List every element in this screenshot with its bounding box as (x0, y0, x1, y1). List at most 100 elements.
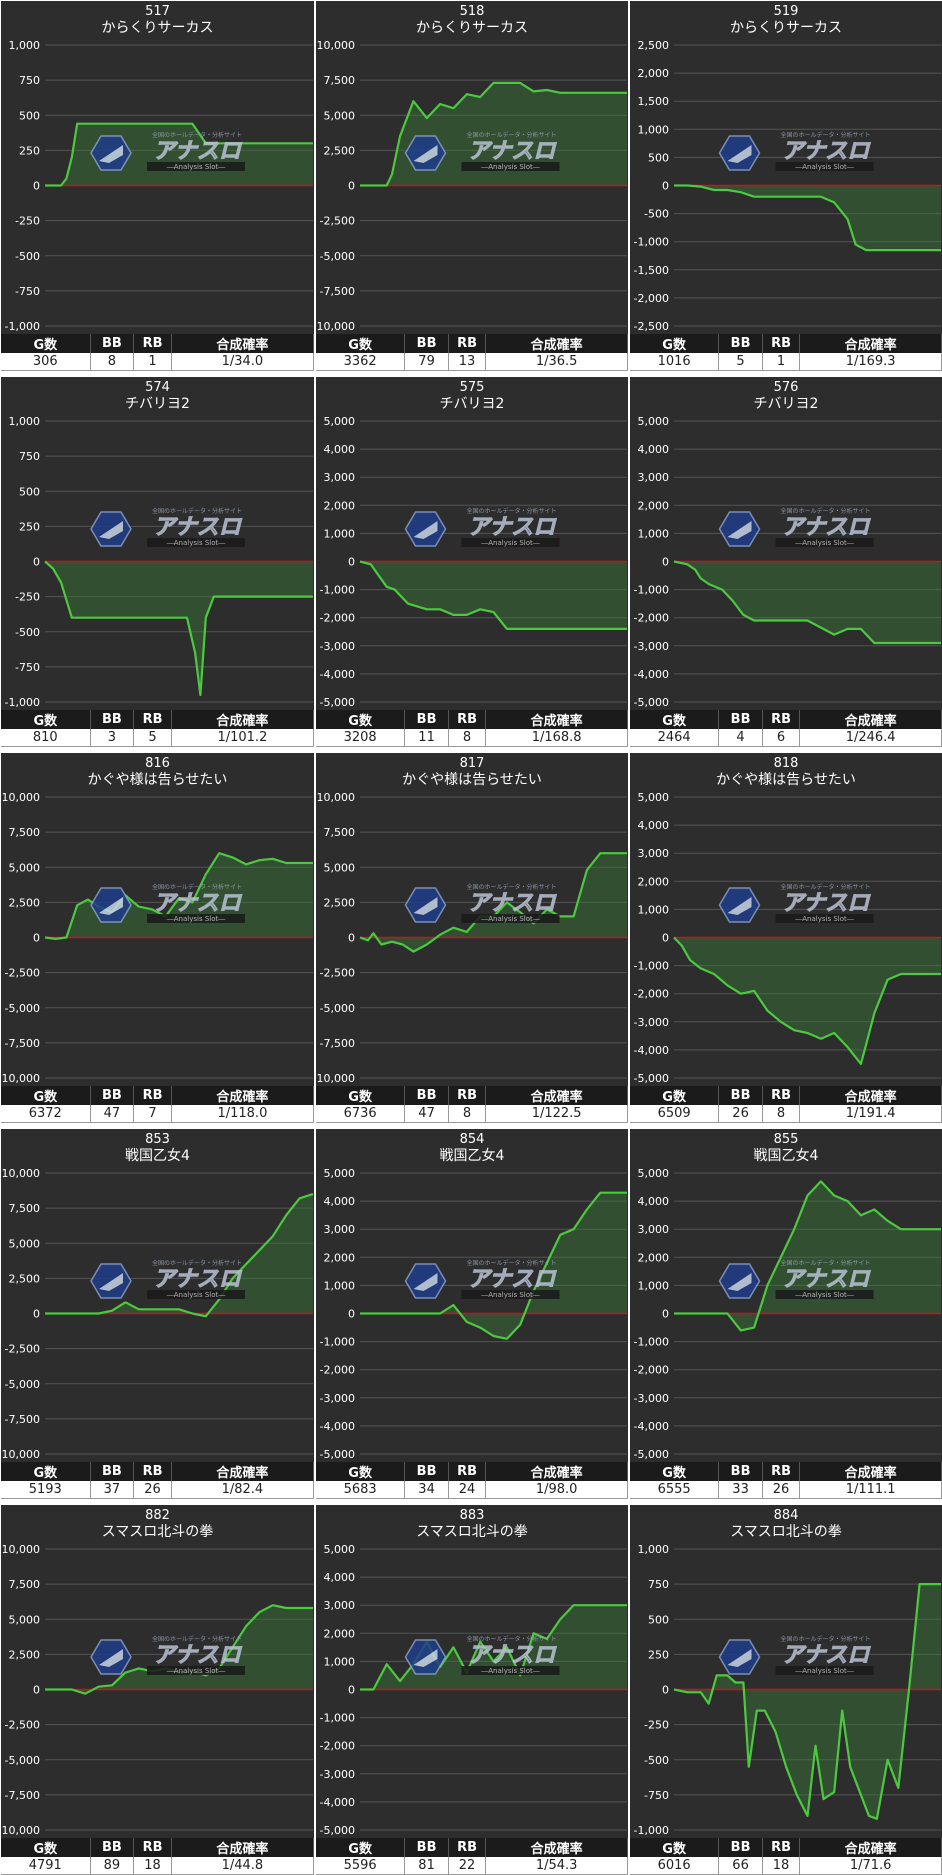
stats-header: G数 (630, 710, 720, 729)
watermark-main: アナスロ (153, 515, 243, 540)
stats-value: 5193 (1, 1481, 91, 1499)
y-tick-label: -4,000 (320, 1796, 355, 1809)
chart-panel: 10,000 7,500 5,000 2,500 0 -2,500 -5,000 -7,500… (1, 1505, 314, 1875)
area-chart: 5,000 4,000 3,000 2,000 1,000 0 -1,000 -2,000 -3… (634, 1167, 941, 1461)
stats-header: 合成確率 (485, 710, 628, 729)
y-tick-label: 0 (348, 932, 355, 945)
series-line (360, 1604, 627, 1691)
y-tick-label: -7,500 (320, 1037, 355, 1050)
area-fill (45, 561, 313, 695)
stats-value: 79 (404, 353, 449, 371)
stats-value: 47 (90, 1105, 135, 1123)
stats-table: G数 BB RB 合成確率 306 8 1 1/34.0 (1, 334, 314, 371)
stats-header: RB (133, 1838, 172, 1857)
series-line (674, 184, 941, 252)
stats-value: 1/44.8 (171, 1857, 314, 1875)
stats-value: 66 (718, 1857, 763, 1875)
watermark-sub: ―Analysis Slot― (795, 1291, 853, 1299)
y-tick-label: 1,000 (9, 39, 41, 52)
stats-value: 6016 (630, 1857, 720, 1875)
watermark-main: アナスロ (782, 1643, 872, 1668)
area-fill (674, 561, 941, 643)
y-tick-label: -2,000 (634, 612, 669, 625)
chart-panel: 5,000 4,000 3,000 2,000 1,000 0 -1,000 -2,000 -3… (316, 1505, 628, 1875)
y-tick-label: -2,500 (5, 967, 40, 980)
y-tick-label: 0 (348, 1684, 355, 1697)
y-tick-label: 1,000 (638, 903, 670, 916)
stats-header: G数 (316, 334, 406, 353)
watermark-tagline: 全国のホールデータ・分析サイト (466, 1259, 556, 1267)
y-tick-label: 1,000 (638, 1543, 670, 1556)
chart-panel: 5,000 4,000 3,000 2,000 1,000 0 -1,000 -2,000 -3… (316, 1129, 628, 1499)
watermark-tagline: 全国のホールデータ・分析サイト (780, 1635, 870, 1643)
watermark-main: アナスロ (468, 515, 558, 540)
y-tick-label: 4,000 (324, 1571, 356, 1584)
stats-header: BB (404, 1462, 449, 1481)
area-chart: 10,000 7,500 5,000 2,500 0 -2,500 -5,000 -7,500… (1, 1543, 313, 1837)
watermark-sub: ―Analysis Slot― (167, 539, 225, 547)
stats-header: G数 (316, 1838, 406, 1857)
area-chart: 5,000 4,000 3,000 2,000 1,000 0 -1,000 -2,000 -3… (320, 415, 627, 709)
stats-header: BB (90, 1462, 135, 1481)
y-tick-label: 1,500 (638, 95, 670, 108)
stats-value-row: 6016 66 18 1/71.6 (630, 1857, 942, 1875)
y-tick-label: 0 (662, 556, 669, 569)
y-tick-label: -250 (15, 591, 40, 604)
y-tick-label: 7,500 (9, 1202, 41, 1215)
y-tick-label: 2,500 (9, 896, 41, 909)
y-tick-label: 500 (648, 1613, 669, 1626)
stats-header: 合成確率 (171, 1462, 314, 1481)
y-tick-label: -5,000 (634, 1072, 669, 1085)
watermark-band (461, 162, 560, 171)
y-tick-label: 2,500 (9, 1272, 41, 1285)
stats-table: G数 BB RB 合成確率 5193 37 26 1/82.4 (1, 1462, 314, 1499)
y-tick-label: -2,500 (5, 1343, 40, 1356)
y-tick-label: 4,000 (638, 819, 670, 832)
stats-header: 合成確率 (799, 710, 942, 729)
watermark-tagline: 全国のホールデータ・分析サイト (466, 1635, 556, 1643)
chart-panel: 5,000 4,000 3,000 2,000 1,000 0 -1,000 -2,000 -3… (316, 377, 628, 747)
y-tick-label: -750 (15, 661, 40, 674)
stats-value-row: 6372 47 7 1/118.0 (1, 1105, 314, 1123)
watermark-band (147, 538, 245, 547)
stats-value: 24 (448, 1481, 487, 1499)
stats-value-row: 6736 47 8 1/122.5 (316, 1105, 628, 1123)
y-tick-label: -5,000 (320, 1824, 355, 1837)
stats-header: G数 (630, 1838, 720, 1857)
stats-value: 81 (404, 1857, 449, 1875)
stats-value: 11 (404, 729, 449, 747)
area-chart: 10,000 7,500 5,000 2,500 0 -2,500 -5,000 -7,500… (1, 791, 313, 1085)
y-tick-label: -1,000 (634, 236, 669, 249)
chart-panel: 10,000 7,500 5,000 2,500 0 -2,500 -5,000 -7,500… (316, 753, 628, 1123)
stats-header: RB (762, 1838, 801, 1857)
stats-table: G数 BB RB 合成確率 3362 79 13 1/36.5 (316, 334, 628, 371)
y-tick-label: -3,000 (634, 1392, 669, 1405)
y-tick-label: 5,000 (638, 791, 670, 804)
y-tick-label: 1,000 (324, 527, 356, 540)
stats-header: BB (90, 334, 135, 353)
y-tick-label: -250 (644, 1719, 669, 1732)
watermark-band (147, 914, 245, 923)
stats-value-row: 3362 79 13 1/36.5 (316, 353, 628, 371)
y-tick-label: 0 (33, 1684, 40, 1697)
y-tick-label: -500 (15, 250, 40, 263)
stats-value: 3208 (316, 729, 406, 747)
stats-header-row: G数 BB RB 合成確率 (1, 710, 314, 729)
y-tick-label: 10,000 (2, 791, 41, 804)
y-tick-label: 750 (19, 450, 40, 463)
stats-table: G数 BB RB 合成確率 1016 5 1 1/169.3 (630, 334, 942, 371)
y-tick-label: 4,000 (638, 1195, 670, 1208)
area-fill (674, 1584, 941, 1819)
stats-header: G数 (1, 334, 91, 353)
stats-header: BB (718, 1462, 763, 1481)
stats-header: 合成確率 (799, 1086, 942, 1105)
chart-panel: 5,000 4,000 3,000 2,000 1,000 0 -1,000 -2,000 -3… (630, 753, 942, 1123)
series-line (45, 122, 313, 187)
y-tick-label: 2,000 (638, 499, 670, 512)
y-tick-label: -5,000 (320, 1448, 355, 1461)
stats-value: 3362 (316, 353, 406, 371)
area-chart: 10,000 7,500 5,000 2,500 0 -2,500 -5,000 -7,500… (316, 791, 627, 1085)
watermark-band (775, 538, 874, 547)
stats-value: 1/98.0 (485, 1481, 628, 1499)
